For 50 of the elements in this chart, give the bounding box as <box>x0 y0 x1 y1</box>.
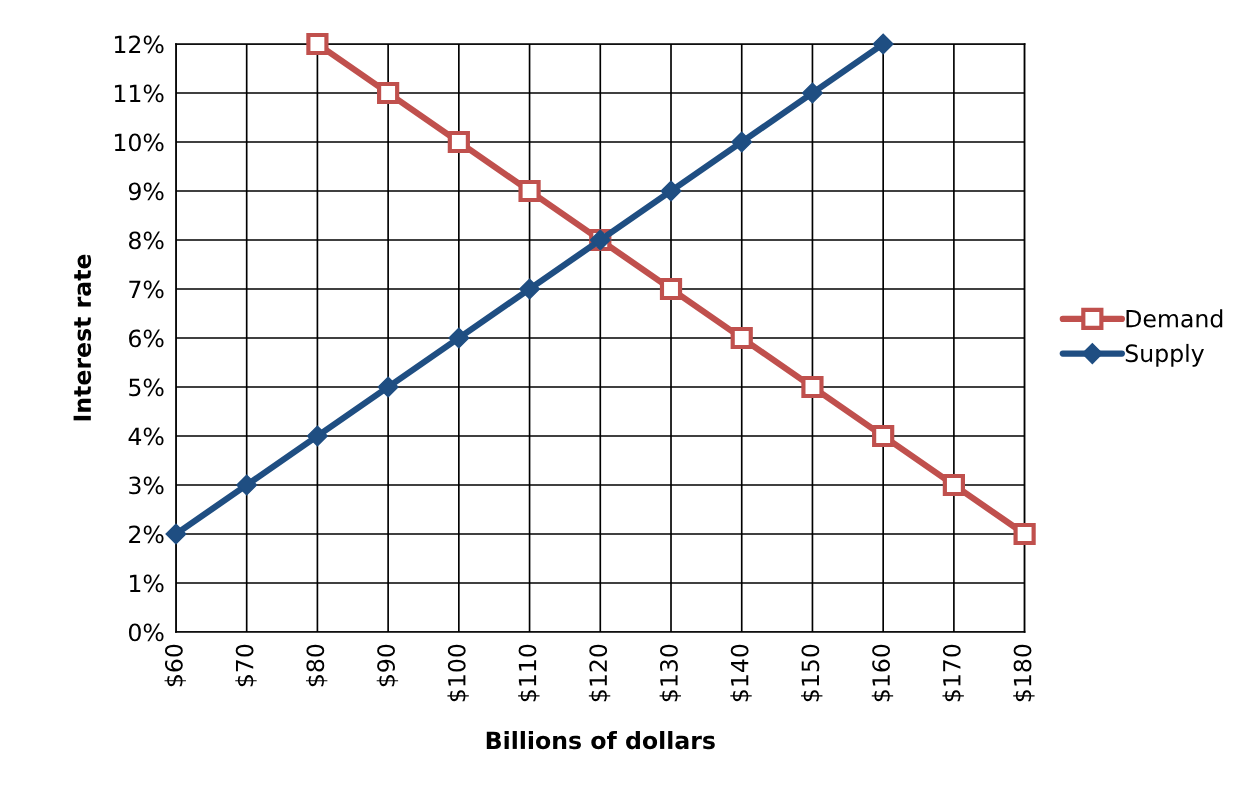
y-tick-label: 3% <box>129 476 164 495</box>
y-tick-label: 1% <box>129 574 164 593</box>
y-tick-label: 9% <box>128 182 164 201</box>
y-tick-label: 10% <box>114 133 164 152</box>
legend-label: Demand <box>1126 309 1223 328</box>
y-tick-label: 12% <box>114 35 164 54</box>
x-tick-label: $100 <box>447 644 469 702</box>
point <box>306 425 328 447</box>
y-tick-label: 8% <box>129 231 164 250</box>
point <box>730 326 753 350</box>
y-tick-label: 5% <box>129 378 164 397</box>
y-tick-label: 0% <box>128 623 164 642</box>
point <box>377 376 399 398</box>
point <box>731 131 753 153</box>
y-tick-label: 4% <box>128 427 164 446</box>
legend-label: Supply <box>1125 343 1204 367</box>
x-tick-label: $130 <box>659 644 681 702</box>
point <box>519 278 541 300</box>
point <box>942 473 966 497</box>
point <box>659 277 683 301</box>
x-tick-label: $70 <box>235 644 257 687</box>
point <box>872 424 895 448</box>
x-tick-label: $90 <box>376 644 399 687</box>
x-tick-label: $80 <box>305 644 328 687</box>
y-axis-title: Interest rate <box>73 254 92 421</box>
point <box>165 523 187 545</box>
x-tick-label: $180 <box>1013 644 1035 702</box>
x-tick-label: $110 <box>518 644 540 702</box>
x-tick-label: $170 <box>942 644 964 702</box>
point <box>306 32 329 56</box>
point <box>448 327 470 349</box>
point <box>660 180 682 202</box>
x-tick-label: $140 <box>730 644 752 702</box>
point <box>1013 522 1036 546</box>
point <box>377 81 400 105</box>
point <box>447 130 470 154</box>
x-tick-label: $120 <box>588 644 611 702</box>
x-axis-title: Billions of dollars <box>486 730 715 750</box>
x-tick-label: $160 <box>871 644 894 702</box>
point <box>872 33 894 55</box>
point <box>801 375 824 399</box>
x-tick-label: $150 <box>801 644 823 702</box>
point <box>236 474 258 496</box>
point <box>518 179 541 203</box>
x-tick-label: $60 <box>164 644 186 687</box>
y-tick-label: 6% <box>129 329 164 348</box>
y-tick-label: 11% <box>114 84 164 103</box>
point <box>801 82 823 104</box>
y-tick-label: 7% <box>129 280 164 299</box>
y-tick-label: 2% <box>129 525 164 544</box>
